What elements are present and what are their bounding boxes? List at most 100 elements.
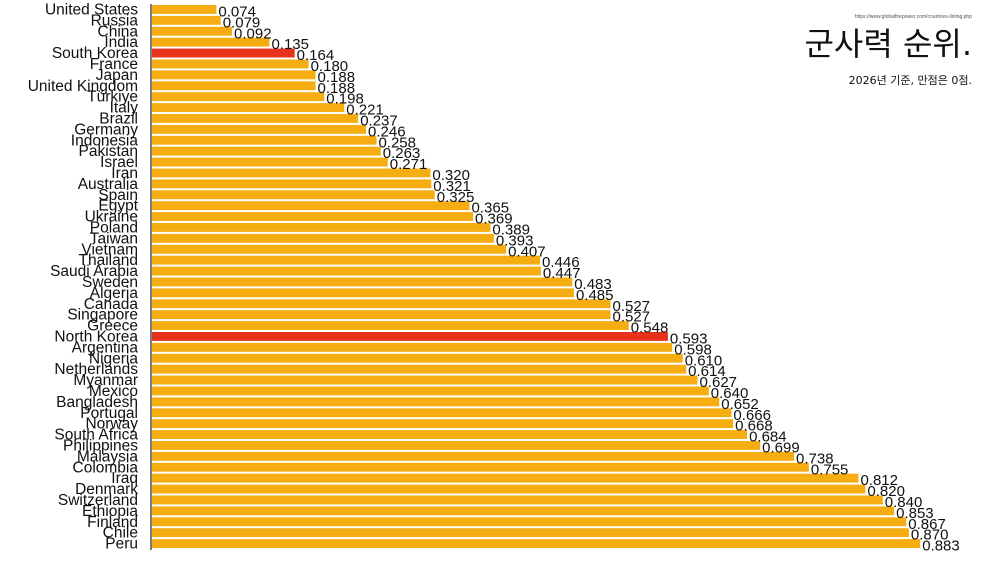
bar-indonesia (152, 135, 377, 145)
category-label-poland: Poland (90, 219, 138, 236)
bar-brazil (152, 114, 359, 123)
bar-iraq (152, 473, 859, 483)
value-label-vietnam: 0.407 (508, 243, 546, 260)
category-label-singapore: Singapore (67, 307, 138, 324)
bar-north-korea (152, 332, 668, 341)
value-label-peru: 0.883 (922, 538, 960, 555)
category-label-israel: Israel (100, 154, 138, 171)
value-label-japan: 0.188 (318, 69, 356, 86)
bar-denmark (152, 484, 866, 494)
category-label-united-states: United States (45, 1, 138, 18)
value-label-nigeria: 0.610 (685, 352, 723, 369)
value-label-algeria: 0.485 (576, 287, 614, 304)
bar-colombia (152, 462, 809, 472)
value-label-south-africa: 0.684 (749, 429, 787, 446)
category-label-china: China (98, 23, 139, 40)
value-label-denmark: 0.820 (867, 483, 905, 500)
bar-australia (152, 179, 432, 189)
category-label-india: India (104, 34, 138, 51)
bar-myanmar (152, 375, 698, 385)
bar-china (152, 26, 233, 36)
category-label-denmark: Denmark (75, 481, 138, 498)
category-label-greece: Greece (87, 318, 138, 335)
bar-malaysia (152, 451, 795, 461)
category-label-south-africa: South Africa (54, 427, 138, 444)
source-url: https://www.globalfirepower.com/countrie… (854, 14, 972, 20)
value-label-ukraine: 0.369 (475, 211, 513, 228)
value-label-colombia: 0.755 (811, 461, 849, 478)
value-label-italy: 0.221 (346, 102, 384, 119)
category-label-spain: Spain (98, 187, 138, 204)
category-label-ethiopia: Ethiopia (82, 503, 138, 520)
bar-united-kingdom (152, 81, 316, 91)
bar-france (152, 59, 309, 69)
bar-iran (152, 168, 431, 178)
category-label-united-kingdom: United Kingdom (28, 78, 138, 95)
value-label-united-states: 0.074 (218, 3, 256, 20)
category-label-france: France (90, 56, 138, 73)
bar-finland (152, 517, 907, 527)
bar-algeria (152, 288, 574, 298)
value-label-germany: 0.246 (368, 123, 406, 140)
category-label-mexico: Mexico (89, 383, 138, 400)
bar-india (152, 37, 270, 47)
bar-spain (152, 190, 435, 200)
category-label-saudi-arabia: Saudi Arabia (50, 263, 138, 280)
category-label-indonesia: Indonesia (71, 132, 139, 149)
category-label-vietnam: Vietnam (81, 241, 138, 258)
value-label-india: 0.135 (271, 36, 309, 53)
category-label-egypt: Egypt (98, 198, 138, 215)
value-label-malaysia: 0.738 (796, 450, 834, 467)
value-label-poland: 0.389 (492, 221, 530, 238)
bar-israel (152, 157, 388, 167)
value-label-norway: 0.668 (735, 418, 773, 435)
category-label-south-korea: South Korea (52, 45, 139, 62)
value-label-russia: 0.079 (223, 14, 261, 31)
bar-taiwan (152, 233, 494, 243)
bar-pakistan (152, 146, 381, 156)
value-label-egypt: 0.365 (472, 200, 510, 217)
value-label-mexico: 0.640 (711, 385, 749, 402)
category-label-finland: Finland (87, 514, 138, 531)
category-label-t-rkiye: Türkiye (87, 89, 138, 106)
category-label-algeria: Algeria (90, 285, 139, 302)
value-label-finland: 0.867 (908, 516, 946, 533)
bar-ukraine (152, 212, 474, 221)
value-label-spain: 0.325 (437, 189, 475, 206)
bar-chile (152, 528, 909, 538)
value-label-united-kingdom: 0.188 (318, 80, 356, 97)
bar-egypt (152, 201, 470, 211)
category-label-brazil: Brazil (99, 110, 138, 127)
value-label-t-rkiye: 0.198 (326, 91, 364, 108)
value-label-bangladesh: 0.652 (721, 396, 759, 413)
value-label-indonesia: 0.258 (378, 134, 416, 151)
bar-italy (152, 103, 345, 112)
bar-switzerland (152, 495, 883, 505)
value-label-australia: 0.321 (433, 178, 471, 195)
bar-argentina (152, 342, 673, 352)
category-label-iran: Iran (111, 165, 138, 182)
category-label-north-korea: North Korea (54, 328, 138, 345)
value-label-argentina: 0.598 (674, 341, 712, 358)
bar-russia (152, 15, 221, 25)
category-label-thailand: Thailand (79, 252, 138, 269)
bar-singapore (152, 310, 611, 320)
bar-saudi-arabia (152, 266, 541, 276)
category-label-iraq: Iraq (111, 470, 138, 487)
value-label-singapore: 0.527 (612, 309, 650, 326)
category-label-netherlands: Netherlands (54, 361, 138, 378)
bar-nigeria (152, 353, 683, 363)
value-label-portugal: 0.666 (733, 407, 771, 424)
category-label-pakistan: Pakistan (79, 143, 138, 160)
bar-united-states (152, 5, 217, 14)
value-label-pakistan: 0.263 (383, 145, 421, 162)
bar-canada (152, 299, 611, 309)
bar-netherlands (152, 364, 687, 374)
value-label-myanmar: 0.627 (699, 374, 737, 391)
value-label-israel: 0.271 (390, 156, 428, 173)
category-label-chile: Chile (103, 525, 138, 542)
bar-thailand (152, 255, 541, 265)
category-label-italy: Italy (110, 100, 139, 117)
